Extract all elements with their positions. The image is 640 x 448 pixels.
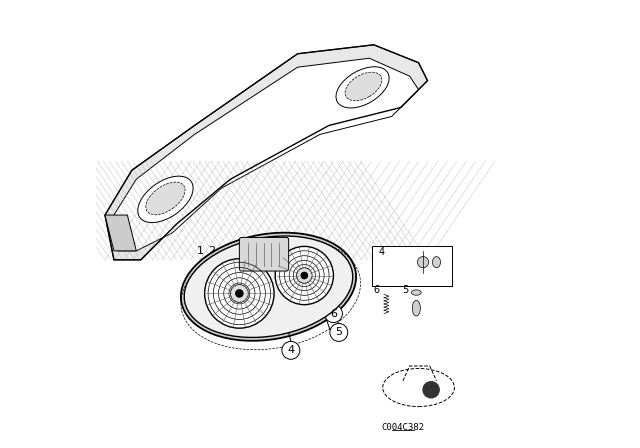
- Ellipse shape: [412, 290, 421, 295]
- Text: 4: 4: [287, 345, 294, 355]
- FancyBboxPatch shape: [239, 237, 289, 271]
- Polygon shape: [105, 215, 136, 251]
- Ellipse shape: [433, 257, 440, 268]
- Circle shape: [301, 272, 307, 279]
- Text: 3: 3: [203, 257, 210, 267]
- Text: 5: 5: [335, 327, 342, 337]
- Text: 6: 6: [330, 309, 337, 319]
- Text: 5: 5: [402, 285, 408, 295]
- Ellipse shape: [230, 284, 248, 302]
- Polygon shape: [114, 58, 419, 251]
- Ellipse shape: [275, 246, 333, 305]
- Text: 2: 2: [209, 246, 216, 256]
- Ellipse shape: [336, 67, 389, 108]
- Ellipse shape: [345, 72, 382, 101]
- Ellipse shape: [205, 259, 274, 328]
- Ellipse shape: [417, 257, 429, 268]
- Circle shape: [324, 305, 342, 323]
- Text: C004C382: C004C382: [381, 423, 424, 432]
- Ellipse shape: [138, 176, 193, 223]
- Ellipse shape: [383, 368, 454, 407]
- Ellipse shape: [412, 301, 420, 316]
- Circle shape: [236, 290, 243, 297]
- Polygon shape: [105, 45, 428, 260]
- Ellipse shape: [181, 233, 356, 341]
- Circle shape: [282, 341, 300, 359]
- Text: 6: 6: [374, 285, 380, 295]
- Text: 1: 1: [196, 246, 204, 256]
- Text: 4: 4: [378, 247, 385, 257]
- Circle shape: [330, 323, 348, 341]
- Circle shape: [423, 382, 439, 398]
- Ellipse shape: [146, 182, 185, 215]
- Bar: [371, 246, 452, 286]
- Ellipse shape: [184, 236, 353, 337]
- Ellipse shape: [296, 267, 312, 284]
